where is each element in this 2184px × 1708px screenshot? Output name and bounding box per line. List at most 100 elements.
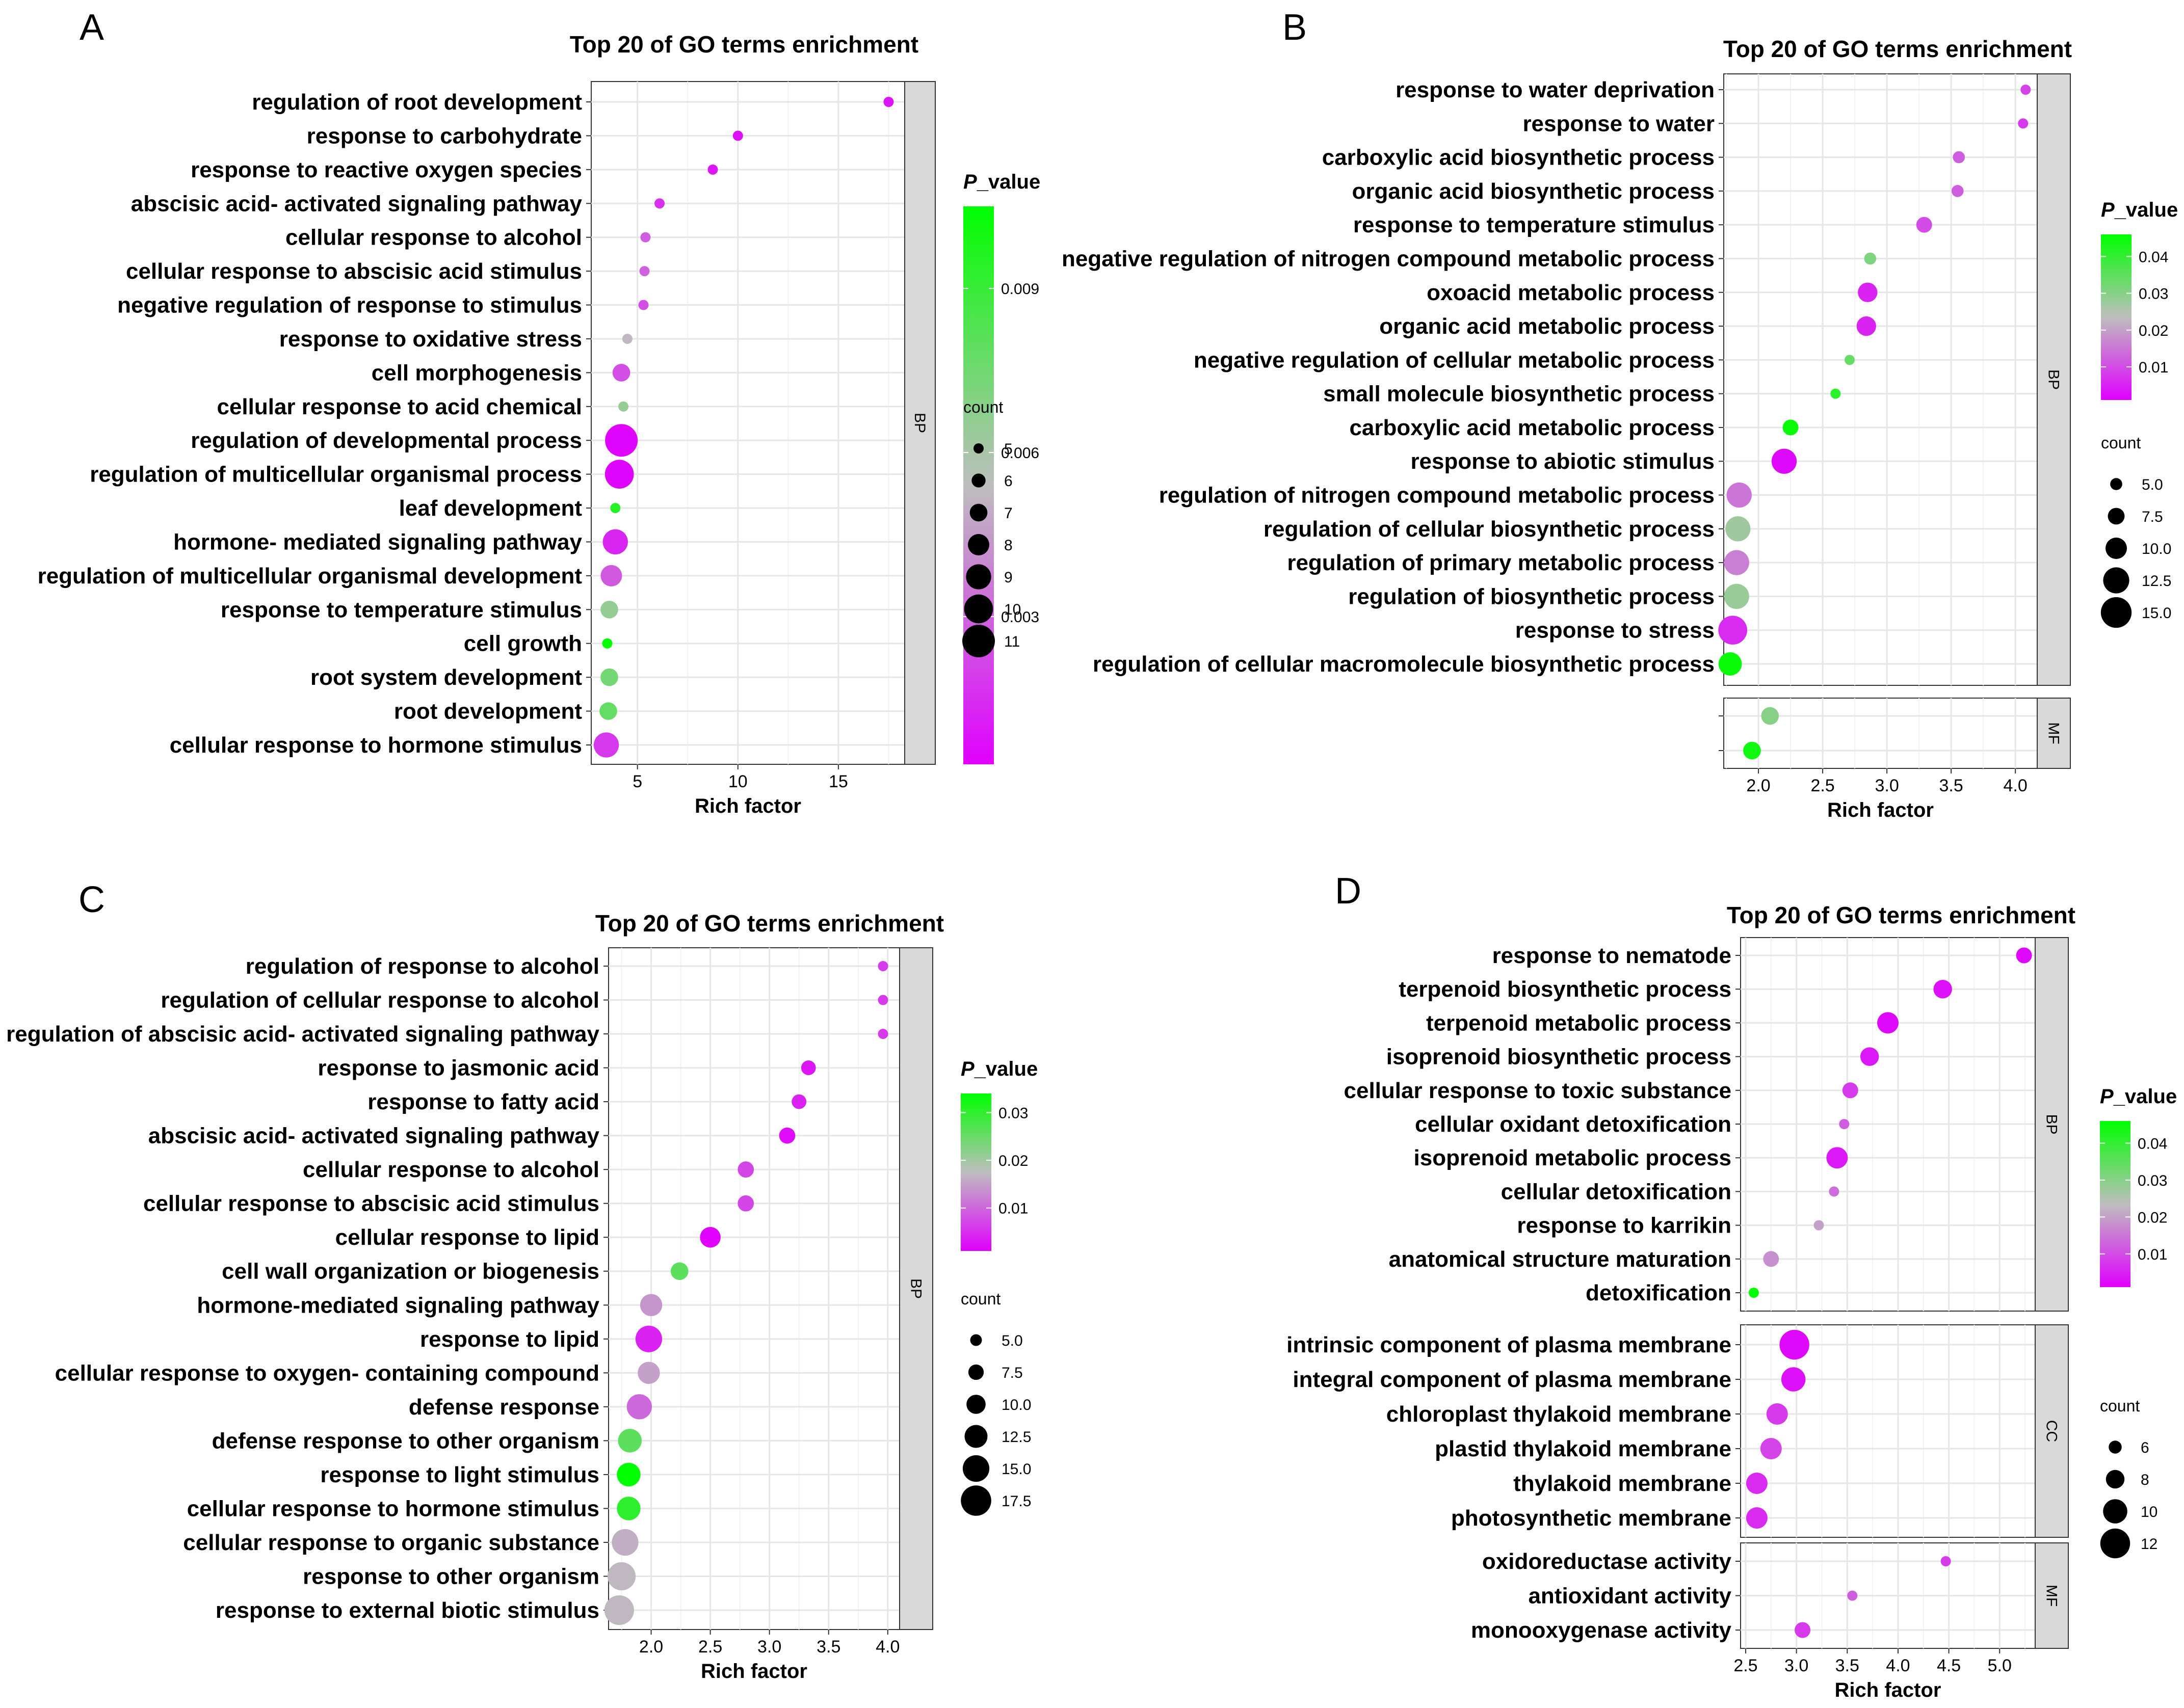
data-point: [1813, 1220, 1824, 1231]
facet-MF: oxidoreductase activity antioxidant activ…: [1471, 1542, 2069, 1649]
term-label: regulation of cellular response to alcoh…: [161, 988, 599, 1013]
count-legend-dot: [2103, 567, 2129, 594]
pvalue-legend-title-rest: _value: [2114, 199, 2178, 221]
data-point: [1743, 741, 1761, 760]
term-label: intrinsic component of plasma membrane: [1286, 1332, 1731, 1357]
count-legend-label: 15.0: [1002, 1461, 1031, 1478]
count-legend-label: 9: [1004, 569, 1013, 586]
term-label: response to light stimulus: [320, 1462, 599, 1487]
term-label: defense response to other organism: [212, 1428, 599, 1453]
x-tick-label: 2.0: [1746, 776, 1770, 795]
data-point: [593, 732, 619, 758]
term-label: response to temperature stimulus: [1353, 212, 1715, 237]
colorbar-tick-label: 0.009: [1001, 281, 1039, 298]
term-label: cellular response to toxic substance: [1344, 1078, 1731, 1103]
data-point: [878, 961, 888, 971]
data-point: [638, 300, 649, 310]
data-point: [617, 1462, 641, 1487]
term-label: antioxidant activity: [1528, 1584, 1731, 1609]
term-label: response to nematode: [1492, 943, 1731, 968]
data-point: [1725, 516, 1751, 542]
term-label: cellular response to alcohol: [285, 225, 582, 250]
count-legend-label: 7.5: [1002, 1365, 1023, 1381]
facet-plot-area: [591, 81, 905, 765]
term-label: oxidoreductase activity: [1482, 1549, 1732, 1574]
data-point: [1781, 1367, 1806, 1392]
count-legend-dot: [2100, 597, 2132, 628]
x-tick-label: 5: [633, 772, 642, 791]
count-legend-dot: [964, 1425, 988, 1448]
term-label: regulation of multicellular organismal d…: [38, 564, 583, 589]
facet-CC: intrinsic component of plasma membrane in…: [1286, 1324, 2069, 1538]
count-legend-label: 6: [2141, 1439, 2149, 1456]
term-label: photosynthetic membrane: [1451, 1506, 1731, 1531]
count-legend-label: 6: [1004, 473, 1013, 490]
count-legend-label: 10.0: [2142, 541, 2171, 557]
term-label: regulation of developmental process: [191, 428, 582, 453]
x-tick-label: 2.5: [1810, 776, 1834, 795]
data-point: [779, 1127, 796, 1144]
term-label: response to temperature stimulus: [221, 597, 582, 622]
count-legend-title: count: [2100, 1397, 2140, 1415]
data-point: [602, 638, 613, 649]
data-point: [1718, 652, 1742, 676]
pvalue-legend-title-italic: P: [2100, 1085, 2114, 1108]
data-point: [617, 1497, 641, 1520]
term-label: response to jasmonic acid: [318, 1056, 599, 1081]
pvalue-colorbar: [961, 1093, 991, 1251]
data-point: [2018, 118, 2029, 129]
term-label: isoprenoid metabolic process: [1414, 1145, 1732, 1170]
term-label: negative regulation of cellular metaboli…: [1194, 348, 1715, 372]
term-label: regulation of primary metabolic process: [1287, 550, 1715, 575]
term-label: carboxylic acid metabolic process: [1349, 415, 1715, 440]
data-point: [600, 600, 618, 619]
pvalue-legend: P_value 0.009 0.006 0.003: [963, 171, 1040, 764]
count-legend-title: count: [963, 398, 1003, 416]
facet-plot-area: [1723, 73, 2038, 686]
panel-label: A: [80, 7, 104, 48]
count-legend-dot: [973, 443, 984, 453]
colorbar-tick-label: 0.01: [2138, 1246, 2167, 1263]
data-point: [738, 1161, 754, 1178]
term-label: terpenoid metabolic process: [1426, 1010, 1731, 1035]
x-axis-title: Rich factor: [1835, 1679, 1941, 1701]
pvalue-legend: P_value 0.04 0.03 0.02 0.01: [2101, 199, 2178, 400]
facet-strip: [2035, 1542, 2069, 1649]
data-point: [1724, 583, 1749, 609]
data-point: [612, 1529, 639, 1556]
count-legend-label: 12.5: [1002, 1429, 1031, 1446]
term-label: thylakoid membrane: [1513, 1471, 1731, 1496]
term-label: response to lipid: [420, 1327, 599, 1352]
x-tick-label: 2.0: [639, 1637, 663, 1657]
x-tick-label: 4.5: [1937, 1656, 1961, 1675]
facet-strip-label: BP: [911, 413, 928, 433]
data-point: [1856, 316, 1876, 336]
data-point: [792, 1094, 807, 1109]
data-point: [878, 995, 888, 1005]
data-point: [1845, 355, 1855, 365]
term-label: regulation of multicellular organismal p…: [90, 462, 582, 487]
data-point: [2016, 947, 2032, 964]
x-tick-label: 3.0: [1875, 776, 1899, 795]
term-label: cellular response to lipid: [335, 1225, 599, 1250]
count-legend-dot: [2103, 1499, 2127, 1524]
term-label: chloroplast thylakoid membrane: [1386, 1402, 1731, 1427]
data-point: [600, 668, 618, 686]
term-label: response to stress: [1515, 618, 1715, 643]
data-point: [738, 1195, 754, 1212]
term-label: response to karrikin: [1517, 1213, 1731, 1238]
term-label: monooxygenase activity: [1471, 1618, 1732, 1643]
facet-strip-label: CC: [2043, 1420, 2060, 1442]
pvalue-legend-title: P_value: [961, 1058, 1038, 1080]
pvalue-legend-title-rest: _value: [2113, 1085, 2177, 1108]
data-point: [1746, 1507, 1768, 1529]
count-legend-label: 10: [1004, 601, 1021, 618]
term-label: anatomical structure maturation: [1389, 1247, 1731, 1272]
facet-strip-label: MF: [2043, 1585, 2060, 1607]
term-label: cell growth: [464, 631, 582, 656]
data-point: [1847, 1590, 1858, 1601]
count-legend-dot: [2100, 1528, 2130, 1559]
data-point: [1766, 1403, 1788, 1425]
chart-title: Top 20 of GO terms enrichment: [595, 910, 944, 937]
